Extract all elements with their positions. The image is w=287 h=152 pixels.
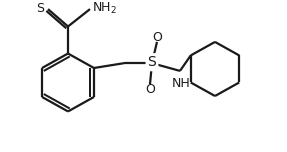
Text: S: S <box>36 2 44 15</box>
Text: O: O <box>145 83 155 96</box>
Text: O: O <box>152 31 162 44</box>
Text: NH: NH <box>172 77 190 90</box>
Text: NH$_2$: NH$_2$ <box>92 1 117 16</box>
Text: S: S <box>148 55 156 69</box>
